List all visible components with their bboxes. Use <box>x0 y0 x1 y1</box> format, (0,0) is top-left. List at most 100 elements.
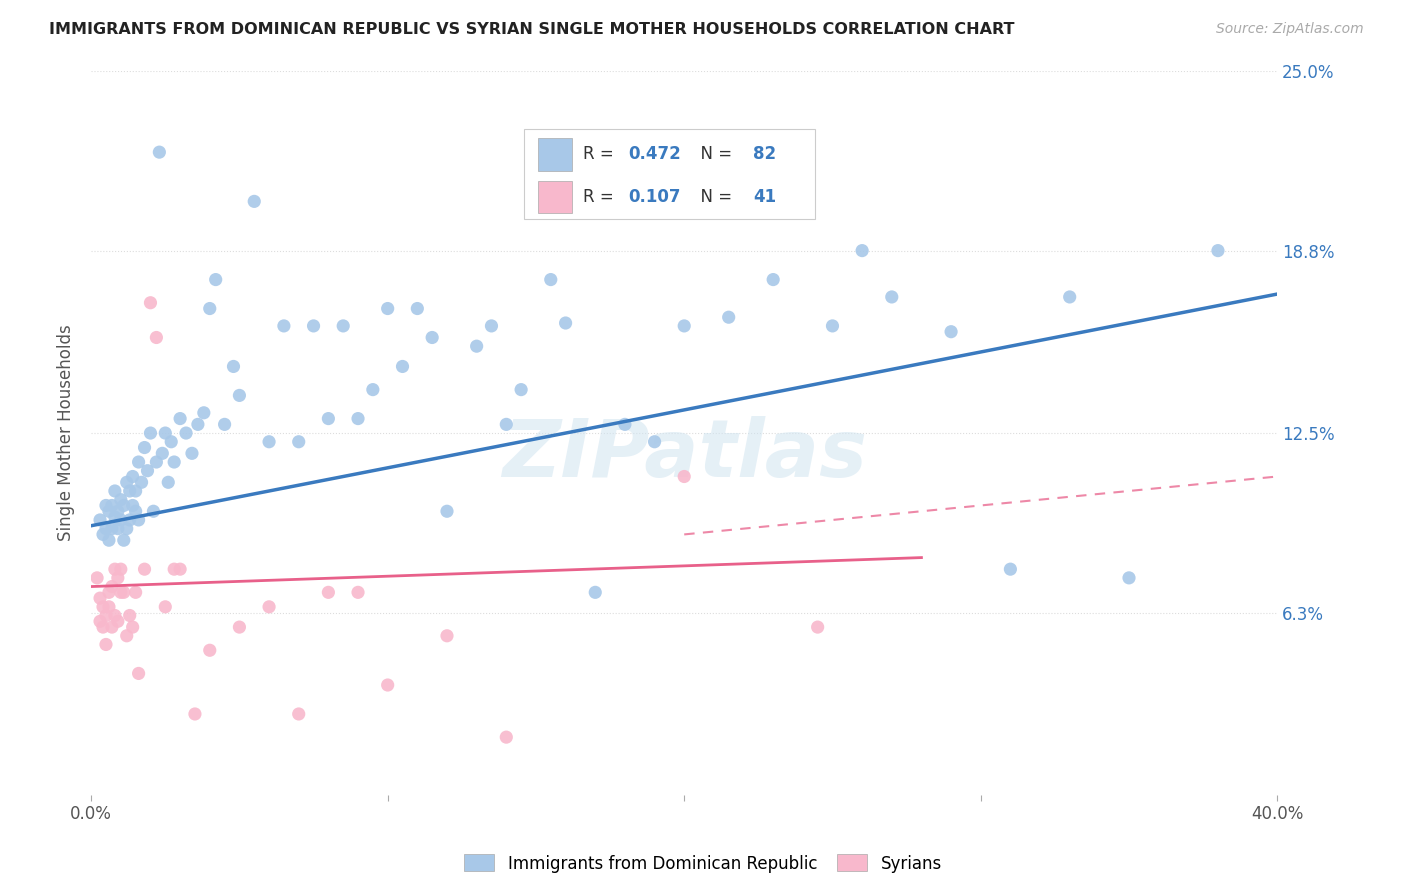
Point <box>1118 571 1140 585</box>
Point <box>131 475 153 490</box>
Point <box>94 499 117 513</box>
Point <box>121 469 143 483</box>
Point <box>1000 562 1022 576</box>
Text: IMMIGRANTS FROM DOMINICAN REPUBLIC VS SYRIAN SINGLE MOTHER HOUSEHOLDS CORRELATIO: IMMIGRANTS FROM DOMINICAN REPUBLIC VS SY… <box>49 22 1015 37</box>
Text: ZIPatlas: ZIPatlas <box>502 416 866 494</box>
Point <box>332 318 354 333</box>
Point <box>139 295 162 310</box>
Point <box>420 330 443 344</box>
Point <box>193 406 215 420</box>
Point <box>115 475 138 490</box>
Point <box>134 441 156 455</box>
Point <box>406 301 429 316</box>
Point <box>89 615 111 629</box>
Point <box>124 585 146 599</box>
Point <box>391 359 413 374</box>
Point <box>139 425 162 440</box>
Point <box>214 417 236 432</box>
Point <box>110 562 132 576</box>
Point <box>169 411 191 425</box>
Point <box>104 483 127 498</box>
Point <box>150 446 173 460</box>
Point <box>110 513 132 527</box>
Text: N =: N = <box>690 145 738 163</box>
Point <box>142 504 165 518</box>
Point <box>134 562 156 576</box>
Point <box>287 706 309 721</box>
Point <box>1206 244 1229 258</box>
Point <box>107 571 129 585</box>
Point <box>257 434 280 449</box>
Point <box>157 475 180 490</box>
Point <box>347 411 370 425</box>
Point <box>222 359 245 374</box>
Point <box>155 599 177 614</box>
Bar <box>538 138 571 170</box>
Point <box>807 620 830 634</box>
Point <box>361 383 384 397</box>
Point <box>101 620 124 634</box>
Point <box>287 434 309 449</box>
Point <box>673 318 696 333</box>
Point <box>148 145 170 160</box>
Point <box>554 316 576 330</box>
Point <box>112 499 135 513</box>
Point <box>163 562 186 576</box>
Point <box>318 585 340 599</box>
Text: 0.472: 0.472 <box>628 145 682 163</box>
Point <box>257 599 280 614</box>
Point <box>583 585 606 599</box>
Text: Source: ZipAtlas.com: Source: ZipAtlas.com <box>1216 22 1364 37</box>
Point <box>136 464 159 478</box>
Text: 82: 82 <box>754 145 776 163</box>
Point <box>717 310 740 325</box>
Point <box>94 608 117 623</box>
Point <box>228 620 250 634</box>
Point <box>118 608 141 623</box>
Point <box>821 318 844 333</box>
Point <box>101 522 124 536</box>
FancyBboxPatch shape <box>524 129 814 219</box>
Point <box>181 446 204 460</box>
Text: R =: R = <box>583 188 620 206</box>
Point <box>880 290 903 304</box>
Point <box>436 504 458 518</box>
Point <box>104 510 127 524</box>
Point <box>198 643 221 657</box>
Text: N =: N = <box>690 188 738 206</box>
Point <box>97 533 120 548</box>
Point <box>273 318 295 333</box>
Text: R =: R = <box>583 145 620 163</box>
Point <box>107 615 129 629</box>
Point <box>118 483 141 498</box>
Point <box>169 562 191 576</box>
Point <box>104 562 127 576</box>
Point <box>118 513 141 527</box>
Bar <box>538 180 571 213</box>
Point <box>107 504 129 518</box>
Point <box>1059 290 1081 304</box>
Point <box>124 504 146 518</box>
Point <box>673 469 696 483</box>
Point <box>163 455 186 469</box>
Point <box>112 585 135 599</box>
Point <box>128 666 150 681</box>
Point <box>94 638 117 652</box>
Point <box>91 620 114 634</box>
Y-axis label: Single Mother Households: Single Mother Households <box>58 325 75 541</box>
Point <box>436 629 458 643</box>
Point <box>115 522 138 536</box>
Point <box>187 417 209 432</box>
Point <box>495 730 517 744</box>
Point <box>94 522 117 536</box>
Point <box>91 599 114 614</box>
Point <box>198 301 221 316</box>
Point <box>124 483 146 498</box>
Point <box>86 571 108 585</box>
Point <box>465 339 488 353</box>
Point <box>101 499 124 513</box>
Point <box>97 504 120 518</box>
Point <box>481 318 503 333</box>
Point <box>510 383 533 397</box>
Point <box>91 527 114 541</box>
